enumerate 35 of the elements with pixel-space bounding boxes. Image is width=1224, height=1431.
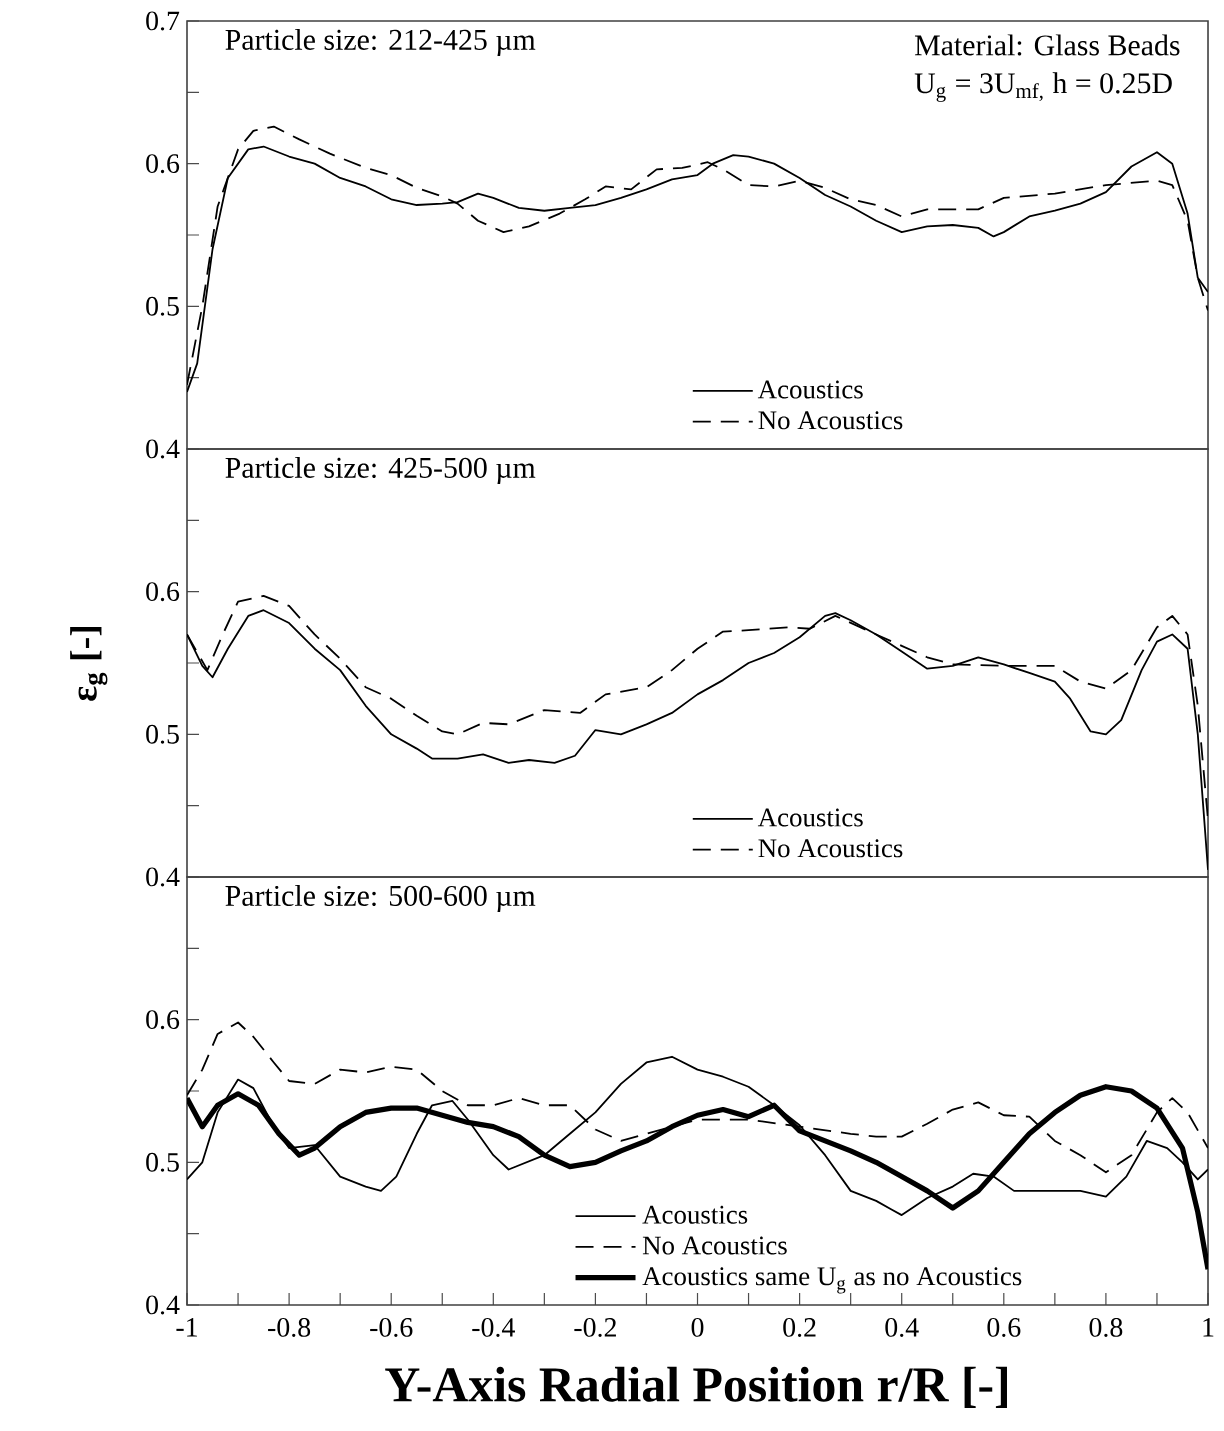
chart-title: Particle size: 500-600 µm [225, 884, 536, 913]
legend-label: Acoustics [642, 1205, 748, 1224]
y-axis-title: ε$_{g}$ [-] [70, 626, 108, 701]
y-tick-label: 0.4 [146, 439, 180, 459]
y-tick-label: 0.4 [146, 1295, 180, 1315]
x-tick-label: 1 [1203, 1318, 1214, 1337]
legend-label: Acoustics [757, 380, 863, 399]
x-tick-label: -0.6 [370, 1318, 413, 1337]
y-tick-label: 0.5 [146, 296, 179, 316]
legend-label: No Acoustics [758, 839, 903, 858]
x-tick-label: 0.2 [783, 1318, 816, 1337]
x-tick-label: 0.8 [1089, 1318, 1123, 1337]
x-tick-label: 0.6 [987, 1318, 1021, 1337]
x-tick-label: 0.4 [885, 1318, 919, 1337]
y-tick-label: 0.6 [146, 1010, 180, 1030]
y-tick-label: 0.5 [146, 724, 179, 744]
x-tick-label: -0.8 [268, 1318, 311, 1337]
y-tick-label: 0.5 [146, 1152, 179, 1172]
legend-label: No Acoustics [758, 411, 903, 430]
legend-label: Acoustics same U$_{g}$ as no Acoustics [642, 1267, 1022, 1294]
legend-label: Acoustics [757, 808, 863, 827]
y-tick-label: 0.7 [146, 11, 180, 31]
chart-title: Particle size: 425-500 µm [225, 456, 536, 485]
x-axis-title: Y-Axis Radial Position r/R [-] [385, 1366, 1007, 1408]
annotation: Material: Glass Beads [914, 34, 1180, 56]
x-tick-label: -1 [176, 1318, 197, 1337]
legend-label: No Acoustics [642, 1236, 787, 1255]
x-tick-label: -0.4 [472, 1318, 515, 1337]
y-tick-label: 0.6 [146, 154, 180, 174]
x-tick-label: 0 [691, 1318, 704, 1337]
x-tick-label: -0.2 [574, 1318, 616, 1337]
chart-title: Particle size: 212-425 µm [225, 28, 536, 57]
y-tick-label: 0.6 [146, 582, 180, 602]
y-tick-label: 0.4 [146, 867, 180, 887]
annotation: U$_{g}$ = 3U$_{mf,}$ h = 0.25D [914, 72, 1172, 102]
